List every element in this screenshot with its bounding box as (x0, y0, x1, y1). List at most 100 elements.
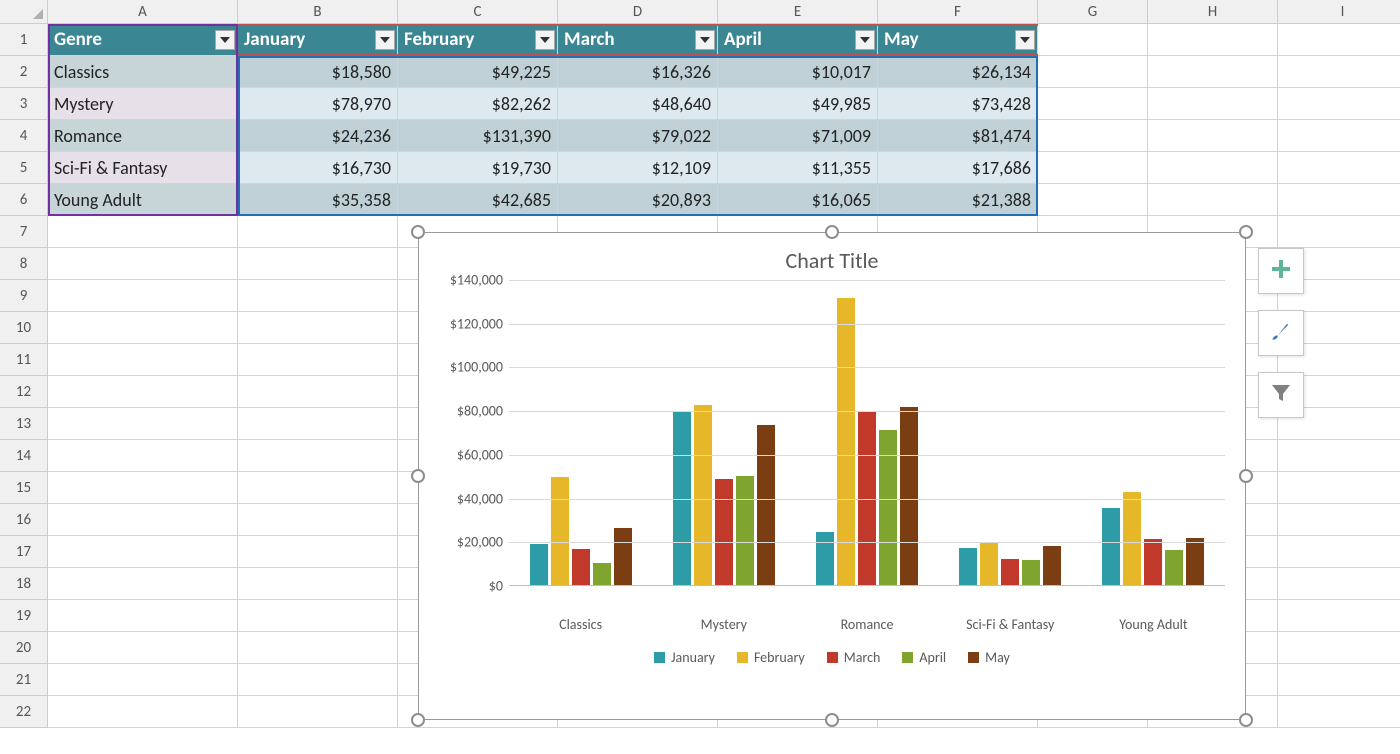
column-header-H[interactable]: H (1148, 0, 1278, 24)
cell-I18[interactable] (1278, 568, 1400, 600)
bar[interactable] (530, 544, 548, 585)
cell-H2[interactable] (1148, 56, 1278, 88)
cell-F1[interactable]: May (878, 24, 1038, 56)
column-header-I[interactable]: I (1278, 0, 1400, 24)
legend-item[interactable]: May (968, 649, 1010, 666)
column-header-E[interactable]: E (718, 0, 878, 24)
bar[interactable] (715, 479, 733, 585)
bar[interactable] (593, 563, 611, 585)
column-header-D[interactable]: D (558, 0, 718, 24)
cell-A12[interactable] (48, 376, 238, 408)
bar[interactable] (879, 430, 897, 585)
cell-A10[interactable] (48, 312, 238, 344)
resize-handle-tr[interactable] (1239, 225, 1253, 239)
cell-G5[interactable] (1038, 152, 1148, 184)
cell-E6[interactable]: $16,065 (718, 184, 878, 216)
row-header-5[interactable]: 5 (0, 152, 48, 184)
filter-dropdown-button[interactable] (855, 30, 875, 50)
cell-I7[interactable] (1278, 216, 1400, 248)
cell-A4[interactable]: Romance (48, 120, 238, 152)
cell-C6[interactable]: $42,685 (398, 184, 558, 216)
cell-B17[interactable] (238, 536, 398, 568)
cell-I14[interactable] (1278, 440, 1400, 472)
chart-elements-button[interactable] (1258, 248, 1304, 294)
cell-A19[interactable] (48, 600, 238, 632)
bar[interactable] (980, 542, 998, 585)
cell-I15[interactable] (1278, 472, 1400, 504)
cell-A9[interactable] (48, 280, 238, 312)
legend-item[interactable]: March (827, 649, 881, 666)
cell-H1[interactable] (1148, 24, 1278, 56)
row-header-14[interactable]: 14 (0, 440, 48, 472)
legend-item[interactable]: February (737, 649, 805, 666)
resize-handle-bl[interactable] (411, 713, 425, 727)
cell-B6[interactable]: $35,358 (238, 184, 398, 216)
bar[interactable] (1186, 538, 1204, 585)
cell-D3[interactable]: $48,640 (558, 88, 718, 120)
column-header-C[interactable]: C (398, 0, 558, 24)
row-header-9[interactable]: 9 (0, 280, 48, 312)
chart-title[interactable]: Chart Title (419, 233, 1245, 280)
cell-E5[interactable]: $11,355 (718, 152, 878, 184)
bar[interactable] (1144, 539, 1162, 585)
cell-B2[interactable]: $18,580 (238, 56, 398, 88)
cell-B22[interactable] (238, 696, 398, 728)
row-header-17[interactable]: 17 (0, 536, 48, 568)
cell-B7[interactable] (238, 216, 398, 248)
cell-B8[interactable] (238, 248, 398, 280)
row-header-3[interactable]: 3 (0, 88, 48, 120)
cell-B14[interactable] (238, 440, 398, 472)
filter-dropdown-button[interactable] (375, 30, 395, 50)
cell-G4[interactable] (1038, 120, 1148, 152)
bar[interactable] (1102, 508, 1120, 585)
cell-D1[interactable]: March (558, 24, 718, 56)
filter-dropdown-button[interactable] (695, 30, 715, 50)
cell-I6[interactable] (1278, 184, 1400, 216)
cell-A14[interactable] (48, 440, 238, 472)
cell-A8[interactable] (48, 248, 238, 280)
cell-B13[interactable] (238, 408, 398, 440)
cell-C3[interactable]: $82,262 (398, 88, 558, 120)
cell-I22[interactable] (1278, 696, 1400, 728)
cell-B18[interactable] (238, 568, 398, 600)
cell-H3[interactable] (1148, 88, 1278, 120)
cell-G6[interactable] (1038, 184, 1148, 216)
row-header-20[interactable]: 20 (0, 632, 48, 664)
cell-B4[interactable]: $24,236 (238, 120, 398, 152)
column-header-B[interactable]: B (238, 0, 398, 24)
row-header-19[interactable]: 19 (0, 600, 48, 632)
row-header-1[interactable]: 1 (0, 24, 48, 56)
row-header-21[interactable]: 21 (0, 664, 48, 696)
cell-I20[interactable] (1278, 632, 1400, 664)
resize-handle-ml[interactable] (411, 469, 425, 483)
cell-A20[interactable] (48, 632, 238, 664)
cell-G1[interactable] (1038, 24, 1148, 56)
column-header-F[interactable]: F (878, 0, 1038, 24)
cell-I21[interactable] (1278, 664, 1400, 696)
cell-D6[interactable]: $20,893 (558, 184, 718, 216)
row-header-15[interactable]: 15 (0, 472, 48, 504)
cell-A22[interactable] (48, 696, 238, 728)
row-header-11[interactable]: 11 (0, 344, 48, 376)
cell-A11[interactable] (48, 344, 238, 376)
cell-F2[interactable]: $26,134 (878, 56, 1038, 88)
bar[interactable] (757, 425, 775, 585)
bar[interactable] (816, 532, 834, 585)
cell-E3[interactable]: $49,985 (718, 88, 878, 120)
row-header-2[interactable]: 2 (0, 56, 48, 88)
cell-B16[interactable] (238, 504, 398, 536)
bar[interactable] (1022, 560, 1040, 585)
legend-item[interactable]: January (654, 649, 715, 666)
select-all-corner[interactable] (0, 0, 48, 24)
cell-A18[interactable] (48, 568, 238, 600)
filter-dropdown-button[interactable] (535, 30, 555, 50)
cell-A13[interactable] (48, 408, 238, 440)
chart-filter-button[interactable] (1258, 372, 1304, 418)
cell-B19[interactable] (238, 600, 398, 632)
bar[interactable] (1165, 550, 1183, 585)
cell-B1[interactable]: January (238, 24, 398, 56)
row-header-16[interactable]: 16 (0, 504, 48, 536)
row-header-8[interactable]: 8 (0, 248, 48, 280)
resize-handle-bm[interactable] (825, 713, 839, 727)
cell-H6[interactable] (1148, 184, 1278, 216)
